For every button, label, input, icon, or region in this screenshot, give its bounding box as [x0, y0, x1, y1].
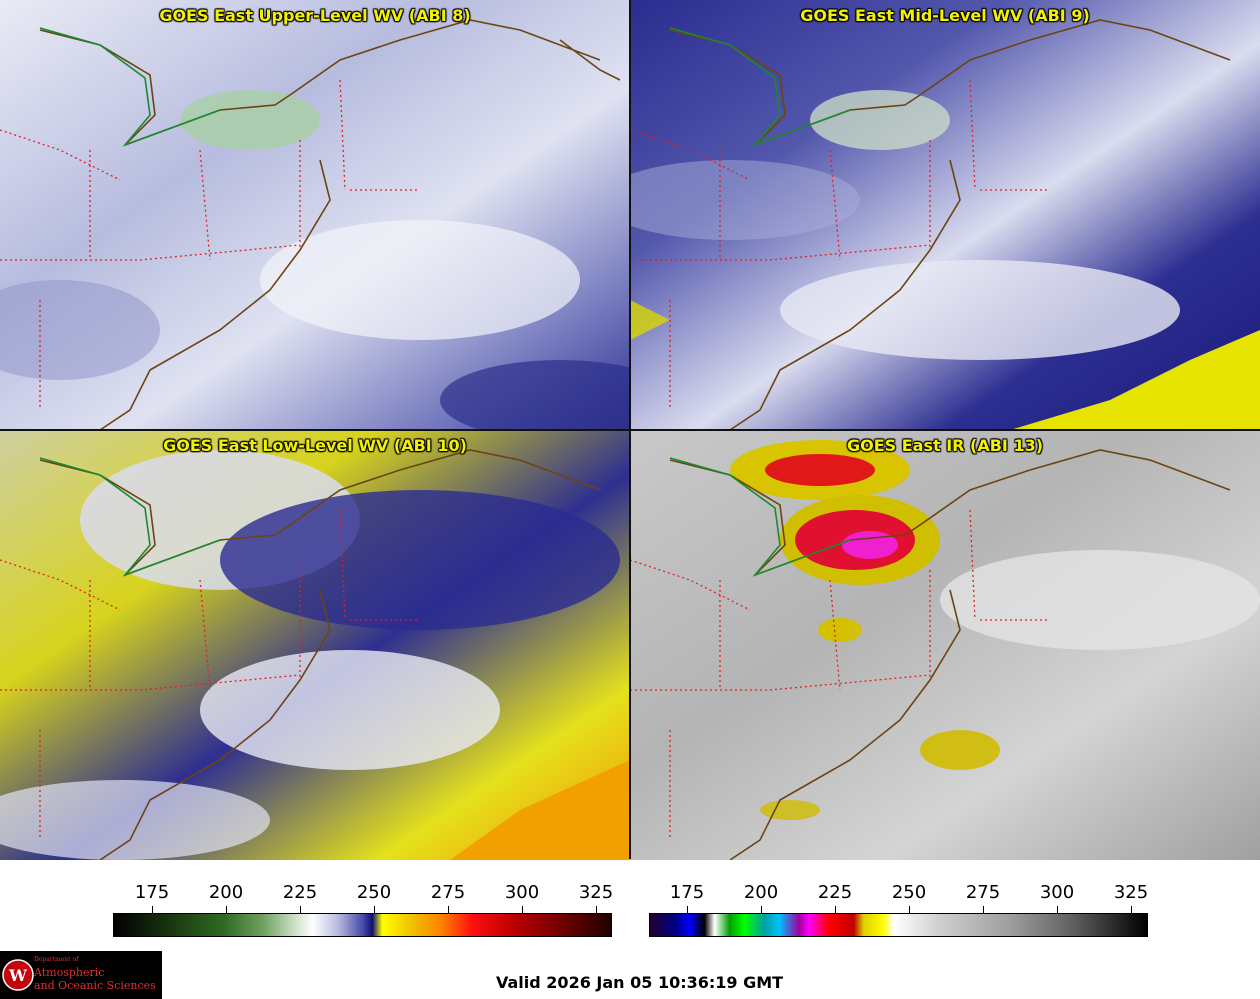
panel-mid-level-wv: GOES East Mid-Level WV (ABI 9) [630, 0, 1260, 430]
colorbar-wv-tick-label: 325 [578, 882, 614, 903]
svg-text:W: W [8, 966, 28, 985]
panel-title: GOES East IR (ABI 13) [846, 436, 1044, 455]
logo-line-3: and Oceanic Sciences [34, 979, 156, 992]
colorbar-wv-tick-label: 250 [356, 882, 392, 903]
colorbar-ir-tick-label: 200 [743, 882, 779, 903]
panel-low-level-wv-image [0, 430, 630, 860]
colorbar-wv-tick-label: 200 [208, 882, 244, 903]
panel-upper-level-wv: GOES East Upper-Level WV (ABI 8) [0, 0, 630, 430]
panel-mid-level-wv-image [630, 0, 1260, 430]
logo-line-2: Atmospheric [34, 966, 105, 979]
panel-upper-level-wv-image [0, 0, 630, 430]
colorbar-ir-tick-label: 250 [891, 882, 927, 903]
colorbar-ir-tick-label: 225 [817, 882, 853, 903]
colorbar-ir-gradient [649, 913, 1148, 937]
panel-title: GOES East Upper-Level WV (ABI 8) [159, 6, 471, 25]
uw-crest-icon: W [2, 959, 34, 991]
colorbar-wv-tick-label: 175 [134, 882, 170, 903]
colorbar-ir-tick-label: 275 [965, 882, 1001, 903]
colorbar-wv-tick-label: 300 [504, 882, 540, 903]
panel-low-level-wv: GOES East Low-Level WV (ABI 10) [0, 430, 630, 860]
valid-time: Valid 2026 Jan 05 10:36:19 GMT [496, 973, 784, 992]
colorbar-ir-tick-label: 325 [1113, 882, 1149, 903]
aos-logo: W Department of Atmospheric and Oceanic … [0, 951, 162, 999]
colorbar-ir-tick-label: 300 [1039, 882, 1075, 903]
panel-divider-horizontal [0, 429, 1260, 431]
panel-title: GOES East Low-Level WV (ABI 10) [163, 436, 467, 455]
logo-line-1: Department of [34, 956, 79, 963]
panel-title: GOES East Mid-Level WV (ABI 9) [800, 6, 1090, 25]
colorbar-wv-gradient [113, 913, 612, 937]
panel-ir-image [630, 430, 1260, 860]
colorbar-wv-tick-label: 275 [430, 882, 466, 903]
colorbar-wv-tick-label: 225 [282, 882, 318, 903]
colorbar-ir-tick-label: 175 [669, 882, 705, 903]
panel-ir: GOES East IR (ABI 13) [630, 430, 1260, 860]
